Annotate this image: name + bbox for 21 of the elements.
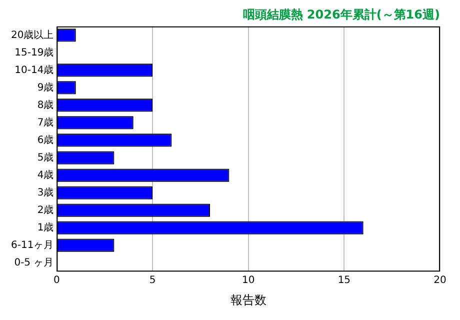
y-tick-label: 7歳 — [37, 116, 54, 128]
x-tick-label: 0 — [54, 275, 60, 286]
x-tick-label: 20 — [434, 275, 446, 286]
y-tick-label: 8歳 — [37, 98, 54, 111]
y-tick-label: 0-5 ヶ月 — [14, 257, 54, 268]
y-tick-label: 5歳 — [37, 151, 54, 164]
y-tick-label: 6歳 — [37, 134, 54, 146]
y-tick-label: 4歳 — [37, 168, 54, 181]
chart-title: 咽頭結膜熱 2026年累計(～第16週) — [242, 7, 440, 22]
y-tick-label: 3歳 — [37, 186, 54, 198]
y-tick-label: 15-19歳 — [14, 46, 54, 58]
y-tick-label: 9歳 — [37, 81, 54, 94]
y-tick-label: 10-14歳 — [14, 64, 54, 76]
x-tick-label: 5 — [149, 275, 156, 286]
x-tick-label: 10 — [242, 275, 255, 286]
y-tick-label: 6-11ヶ月 — [11, 240, 54, 251]
x-tick-label: 15 — [338, 275, 351, 286]
y-tick-label: 1歳 — [37, 221, 54, 234]
x-axis-title: 報告数 — [230, 292, 266, 307]
y-tick-label: 20歳以上 — [10, 28, 54, 41]
y-tick-label: 2歳 — [37, 204, 54, 216]
